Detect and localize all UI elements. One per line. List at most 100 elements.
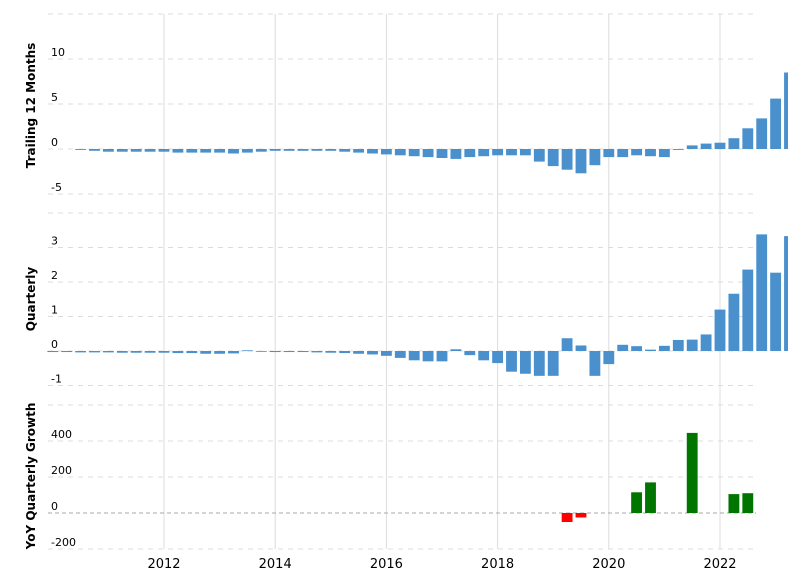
bar bbox=[116, 149, 128, 152]
bar bbox=[742, 493, 754, 513]
bar bbox=[714, 309, 726, 351]
bar bbox=[394, 149, 406, 156]
y-axis-label: Quarterly bbox=[24, 267, 38, 332]
bar bbox=[770, 98, 782, 149]
y-tick-label: 2 bbox=[51, 269, 58, 282]
bar bbox=[645, 349, 656, 351]
bar bbox=[700, 143, 712, 149]
bar bbox=[214, 351, 226, 354]
bar bbox=[672, 339, 684, 351]
bar bbox=[158, 351, 170, 353]
bar bbox=[631, 149, 643, 156]
bar bbox=[617, 149, 629, 158]
bar bbox=[339, 351, 351, 354]
bar bbox=[519, 149, 531, 156]
y-tick-label: -200 bbox=[51, 536, 76, 549]
bar bbox=[353, 351, 365, 354]
bar bbox=[214, 149, 226, 153]
bar bbox=[728, 293, 740, 351]
bar bbox=[686, 432, 698, 513]
bar bbox=[533, 351, 545, 376]
bar bbox=[186, 351, 198, 354]
bar bbox=[658, 345, 670, 351]
bar bbox=[561, 149, 573, 170]
bar bbox=[506, 351, 517, 372]
bar bbox=[756, 234, 768, 351]
y-tick-label: 3 bbox=[51, 235, 58, 248]
bar bbox=[89, 149, 100, 151]
bar bbox=[200, 351, 212, 354]
bar bbox=[172, 351, 184, 354]
bar bbox=[61, 351, 73, 353]
bar bbox=[172, 149, 184, 153]
bar bbox=[228, 351, 239, 354]
x-tick-label: 2016 bbox=[370, 557, 403, 572]
bar bbox=[658, 149, 670, 158]
bar bbox=[561, 513, 573, 522]
bar bbox=[492, 351, 504, 364]
bar bbox=[200, 149, 212, 153]
y-axis-label: YoY Quarterly Growth bbox=[24, 403, 38, 551]
bar bbox=[311, 149, 323, 151]
bar bbox=[464, 149, 476, 158]
x-tick-label: 2014 bbox=[259, 557, 292, 572]
y-tick-label: 5 bbox=[51, 91, 58, 104]
y-tick-label: -1 bbox=[51, 373, 62, 386]
bar bbox=[686, 339, 698, 351]
bar bbox=[102, 149, 114, 152]
y-tick-label: 10 bbox=[51, 46, 65, 59]
bar bbox=[186, 149, 198, 153]
bar bbox=[75, 149, 87, 150]
bar bbox=[575, 513, 587, 518]
bar bbox=[228, 149, 239, 154]
bar bbox=[547, 351, 559, 376]
bar bbox=[158, 149, 170, 152]
bar bbox=[130, 351, 142, 353]
bar bbox=[617, 344, 629, 351]
x-tick-label: 2022 bbox=[703, 557, 736, 572]
bar bbox=[575, 345, 587, 351]
bar bbox=[561, 338, 573, 351]
bar bbox=[394, 351, 406, 358]
bar bbox=[478, 149, 490, 157]
bar bbox=[353, 149, 365, 153]
bar bbox=[756, 118, 768, 149]
bar bbox=[130, 149, 142, 152]
bar bbox=[325, 351, 337, 353]
bar bbox=[645, 482, 656, 513]
y-tick-label: 400 bbox=[51, 428, 72, 441]
bar bbox=[241, 350, 253, 352]
bar bbox=[450, 349, 462, 351]
bar bbox=[255, 351, 267, 352]
x-tick-label: 2012 bbox=[147, 557, 180, 572]
bar bbox=[575, 149, 587, 174]
bar bbox=[533, 149, 545, 162]
y-axis-label: Trailing 12 Months bbox=[24, 43, 38, 169]
bar bbox=[339, 149, 351, 152]
y-tick-label: -5 bbox=[51, 181, 62, 194]
bar bbox=[631, 492, 643, 513]
x-tick-label: 2018 bbox=[481, 557, 514, 572]
bar bbox=[325, 149, 337, 151]
y-tick-label: 0 bbox=[51, 500, 58, 513]
bar bbox=[631, 346, 643, 351]
bar bbox=[728, 138, 740, 149]
bar bbox=[297, 149, 309, 151]
bar bbox=[714, 142, 726, 149]
bar bbox=[75, 351, 87, 353]
bar bbox=[311, 351, 323, 353]
bar bbox=[102, 351, 114, 353]
bar bbox=[589, 351, 601, 376]
bar bbox=[436, 149, 448, 158]
bar bbox=[422, 351, 434, 362]
x-tick-label: 2020 bbox=[592, 557, 625, 572]
bar bbox=[47, 351, 59, 353]
bar bbox=[116, 351, 128, 353]
bar bbox=[144, 149, 156, 152]
bar bbox=[464, 351, 476, 356]
bar bbox=[519, 351, 531, 374]
bar bbox=[770, 272, 782, 351]
y-tick-label: 0 bbox=[51, 338, 58, 351]
